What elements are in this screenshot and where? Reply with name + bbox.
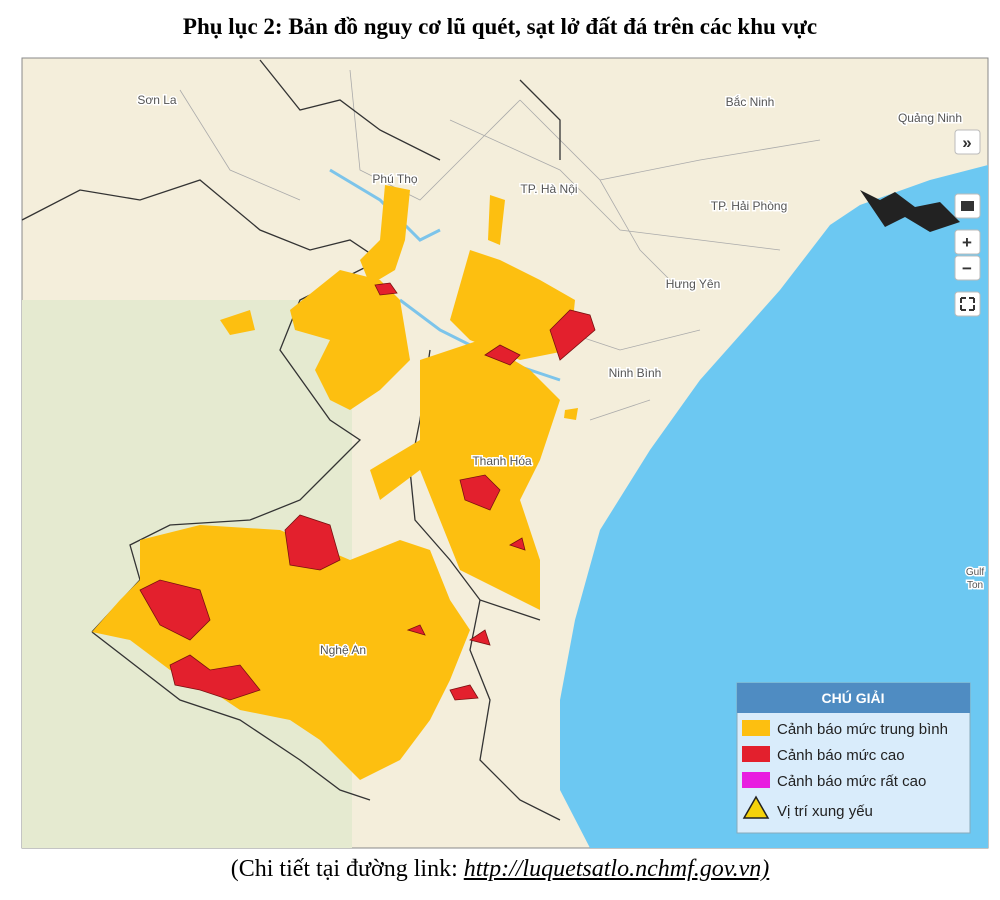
sea [560,165,988,848]
legend-swatch [742,772,770,788]
place-label: Nghệ An [320,643,366,657]
borders [21,59,561,821]
place-label: Gulf [966,567,985,578]
legend-label: Cảnh báo mức cao [777,747,905,764]
legend-label: Vị trí xung yếu [777,803,873,820]
place-label: Quảng Ninh [898,111,962,125]
caption-link[interactable]: http://luquetsatlo.nchmf.gov.vn) [463,856,770,882]
collapse-button[interactable] [954,129,981,155]
legend-swatch [742,746,770,762]
fullscreen-icon [960,297,975,311]
place-label: Hưng Yên [666,277,721,291]
zoom-in-button[interactable] [954,229,981,255]
place-label: Phú Thọ [372,172,417,186]
legend: CHÚ GIẢI Cảnh báo mức trung bình Cảnh bá… [736,682,971,834]
islands [860,190,960,232]
control-label: + [962,233,972,252]
caption: (Chi tiết tại đường link: http://luquets… [0,856,1000,883]
fullscreen-button[interactable] [954,291,981,317]
caption-text: (Chi tiết tại đường link: [230,856,458,882]
legend-title: CHÚ GIẢI [822,689,885,706]
control-label: − [962,259,972,278]
control-label: » [962,133,971,152]
place-label: Thanh Hóa [472,454,532,468]
place-label: TP. Hà Nội [520,182,577,196]
legend-icon [742,795,770,819]
legend-label: Cảnh báo mức trung bình [777,721,948,738]
zoom-out-button[interactable] [954,255,981,281]
province-lines [179,69,821,421]
place-label: Ton [967,580,983,591]
place-label: Sơn La [137,93,177,107]
place-label: Ninh Bình [609,366,662,380]
print-icon [961,201,974,211]
place-label: Bắc Ninh [726,94,775,109]
legend-swatch [742,720,770,736]
place-label: TP. Hải Phòng [711,199,788,213]
warning-high-areas [139,282,596,701]
legend-label: Cảnh báo mức rất cao [777,773,926,790]
map-controls: » + − [954,129,981,317]
legend-header [737,683,970,713]
title: Phụ lục 2: Bản đồ nguy cơ lũ quét, sạt l… [182,14,818,39]
